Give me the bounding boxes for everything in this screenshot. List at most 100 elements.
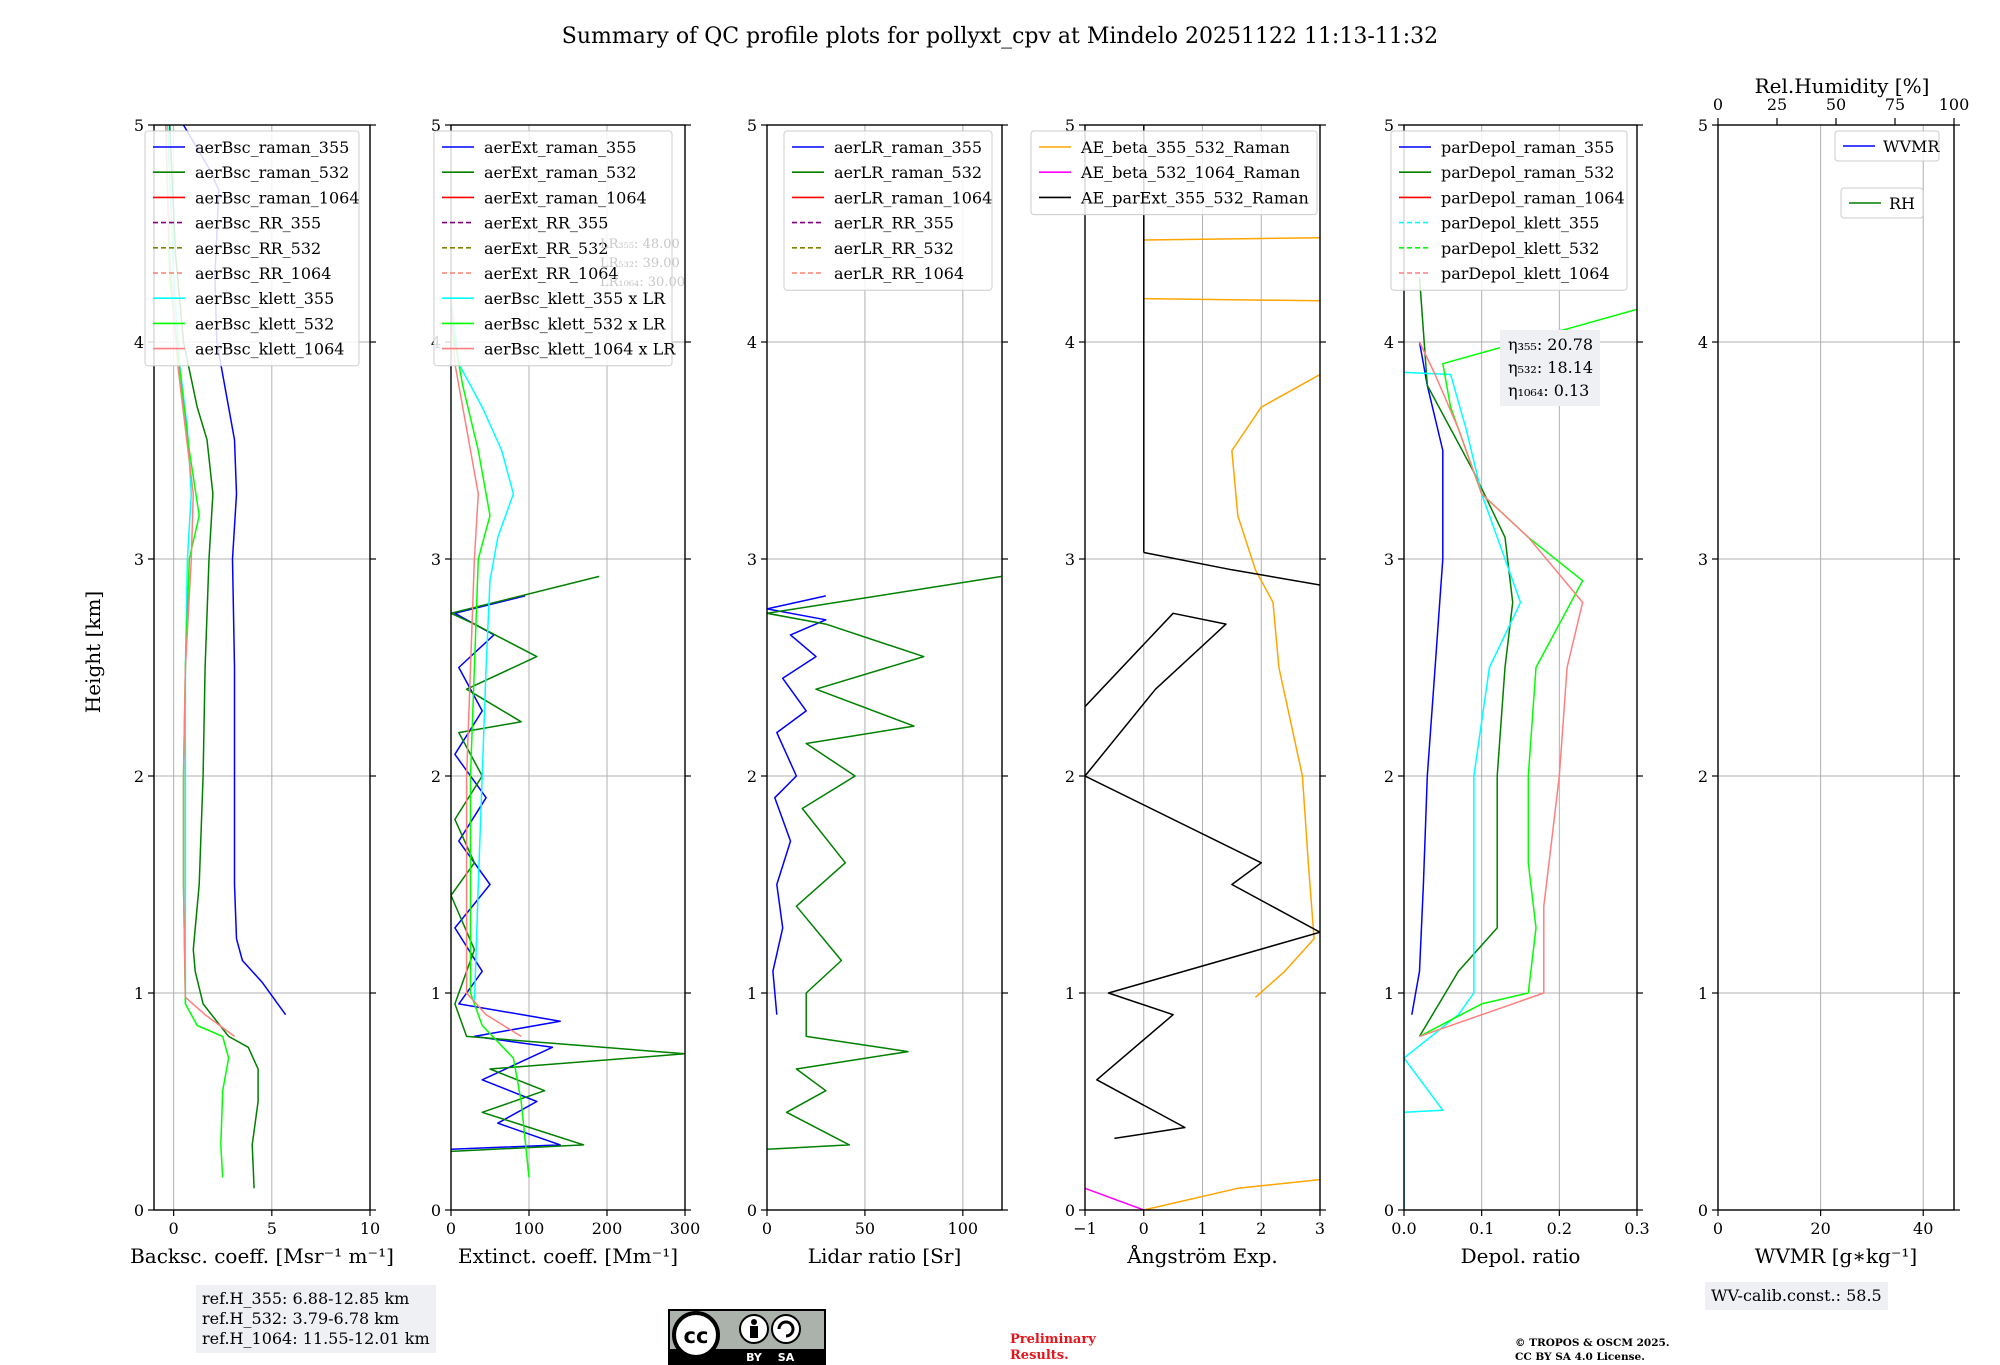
y-tick-label: 4 bbox=[1065, 333, 1075, 352]
legend-label: aerBsc_RR_1064 bbox=[195, 264, 331, 283]
legend-label: aerExt_raman_355 bbox=[484, 138, 637, 157]
y-tick-label: 1 bbox=[1384, 984, 1394, 1003]
wv-calib-box: WV-calib.const.: 58.5 bbox=[1705, 1282, 1888, 1310]
series-aerlr-raman-355 bbox=[767, 595, 827, 1015]
y-tick-label: 5 bbox=[431, 116, 441, 135]
series-pardepol-klett-355 bbox=[1404, 371, 1522, 1210]
x-tick-label: 200 bbox=[592, 1219, 623, 1238]
y-tick-label: 5 bbox=[134, 116, 144, 135]
x-tick-label: 3 bbox=[1315, 1219, 1325, 1238]
y-tick-label: 5 bbox=[1065, 116, 1075, 135]
legend-label: aerBsc_raman_532 bbox=[195, 163, 349, 182]
x-tick-label: 20 bbox=[1810, 1219, 1830, 1238]
series-aerbsc-raman-532 bbox=[168, 125, 259, 1189]
y-tick-label: 5 bbox=[1698, 116, 1708, 135]
legend-label: parDepol_raman_532 bbox=[1441, 163, 1614, 182]
series-pardepol-klett-532 bbox=[1419, 308, 1637, 1038]
legend-label: aerBsc_klett_1064 x LR bbox=[484, 340, 676, 359]
x-tick-label: 0.1 bbox=[1469, 1219, 1494, 1238]
top-tick-label: 50 bbox=[1826, 95, 1846, 114]
eta-box bbox=[1500, 330, 1600, 406]
series-aerbsc-klett-1064-x-lr bbox=[451, 298, 522, 1038]
x-axis-label: Extinct. coeff. [Mm⁻¹] bbox=[458, 1244, 678, 1268]
legend-label: aerBsc_RR_355 bbox=[195, 214, 321, 233]
y-tick-label: 0 bbox=[1384, 1201, 1394, 1220]
y-tick-label: 0 bbox=[747, 1201, 757, 1220]
axes-frame bbox=[1717, 124, 1955, 1211]
legend-box bbox=[1390, 130, 1628, 291]
cc-icon bbox=[672, 1311, 720, 1359]
series-ae-beta-355-532-raman bbox=[1231, 373, 1320, 998]
series-ae-beta-355-532-raman bbox=[1143, 237, 1320, 241]
y-tick-label: 2 bbox=[431, 767, 441, 786]
y-tick-label: 3 bbox=[747, 550, 757, 569]
by-icon-head bbox=[751, 1319, 757, 1325]
y-tick-label: 4 bbox=[747, 333, 757, 352]
y-tick-label: 1 bbox=[431, 984, 441, 1003]
figure-title: Summary of QC profile plots for pollyxt_… bbox=[562, 24, 1438, 49]
legend-label: aerLR_RR_355 bbox=[834, 214, 954, 233]
series-group bbox=[767, 575, 1002, 1150]
legend-label: aerLR_RR_1064 bbox=[834, 264, 964, 283]
y-tick-label: 3 bbox=[1384, 550, 1394, 569]
axes-frame bbox=[1403, 124, 1638, 1211]
series-aerbsc-klett-355-x-lr bbox=[451, 298, 515, 1004]
lidar-ratio-label: LR₃₅₅: 48.00 bbox=[600, 237, 680, 252]
x-axis-label: Lidar ratio [Sr] bbox=[808, 1244, 962, 1268]
y-tick-label: 0 bbox=[1698, 1201, 1708, 1220]
series-pardepol-klett-1064 bbox=[1418, 341, 1584, 1038]
legend-label: aerExt_RR_532 bbox=[484, 239, 608, 258]
legend-label: parDepol_raman_1064 bbox=[1441, 188, 1625, 207]
y-axis-label: Height [km] bbox=[81, 591, 105, 713]
x-axis-label: Ångström Exp. bbox=[1126, 1243, 1277, 1268]
legend: aerExt_raman_355 aerExt_raman_532 aerExt_r… bbox=[433, 130, 676, 367]
x-tick-label: 0.0 bbox=[1391, 1219, 1416, 1238]
legend-label: aerBsc_raman_1064 bbox=[195, 188, 360, 207]
legend-label: parDepol_klett_532 bbox=[1441, 239, 1599, 258]
y-tick-label: 2 bbox=[134, 767, 144, 786]
series-group bbox=[451, 298, 685, 1178]
axes-frame bbox=[153, 124, 371, 1211]
by-icon-body bbox=[750, 1326, 758, 1338]
legend-box bbox=[783, 130, 993, 291]
y-tick-label: 5 bbox=[747, 116, 757, 135]
y-tick-label: 2 bbox=[1698, 767, 1708, 786]
y-tick-label: 3 bbox=[1698, 550, 1708, 569]
series-aerext-raman-532 bbox=[451, 575, 685, 1153]
copyright-line-1: © TROPOS & OSCM 2025. bbox=[1515, 1337, 1670, 1349]
lidar-ratio-label: LR₁₀₆₄: 30.00 bbox=[600, 275, 685, 290]
x-tick-label: 10 bbox=[360, 1219, 380, 1238]
x-tick-label: 0 bbox=[1139, 1219, 1149, 1238]
legend-rh: RH bbox=[1840, 187, 1924, 219]
reference-height-box: ref.H_355: 6.88-12.85 km ref.H_532: 3.79… bbox=[196, 1285, 436, 1353]
x-tick-label: 0 bbox=[1713, 1219, 1723, 1238]
cc-icon-letters: cc bbox=[684, 1324, 709, 1348]
y-tick-label: 0 bbox=[134, 1201, 144, 1220]
lidar-ratio-label: LR₅₃₂: 39.00 bbox=[600, 256, 680, 271]
y-tick-label: 4 bbox=[1698, 333, 1708, 352]
ref-height-355: ref.H_355: 6.88-12.85 km bbox=[202, 1289, 410, 1308]
by-label: BY bbox=[746, 1351, 763, 1364]
legend: aerLR_raman_355 aerLR_raman_532 aerLR_rama… bbox=[783, 130, 993, 291]
legend-label: aerBsc_klett_355 x LR bbox=[484, 289, 666, 308]
x-tick-label: 0.2 bbox=[1547, 1219, 1572, 1238]
legend-label: RH bbox=[1889, 194, 1915, 213]
wv-calib-const: WV-calib.const.: 58.5 bbox=[1711, 1286, 1882, 1305]
y-tick-label: 3 bbox=[431, 550, 441, 569]
legend-label: parDepol_klett_1064 bbox=[1441, 264, 1610, 283]
legend-label: aerLR_raman_355 bbox=[834, 138, 982, 157]
y-tick-label: 1 bbox=[134, 984, 144, 1003]
legend-label: aerLR_RR_532 bbox=[834, 239, 954, 258]
axes-frame bbox=[450, 124, 686, 1211]
y-tick-label: 3 bbox=[134, 550, 144, 569]
legend-label: AE_parExt_355_532_Raman bbox=[1080, 188, 1309, 207]
series-ae-parext-355-532-raman bbox=[1143, 551, 1320, 586]
panel-ext: 0100200300012345Extinct. coeff. [Mm⁻¹]ae… bbox=[431, 116, 700, 1268]
legend-label: aerBsc_klett_532 x LR bbox=[484, 314, 666, 333]
panel-wv: 0 20 40 0 1 2 3 4 5 WVMR [g∗kg⁻¹] 0 25 50 75 100 Rel.Hu… bbox=[1698, 74, 1969, 1268]
y-tick-label: 2 bbox=[747, 767, 757, 786]
legend-label: aerBsc_klett_1064 bbox=[195, 340, 344, 359]
legend-box bbox=[433, 130, 673, 367]
preliminary-note: Preliminary Results. bbox=[1010, 1332, 1096, 1364]
